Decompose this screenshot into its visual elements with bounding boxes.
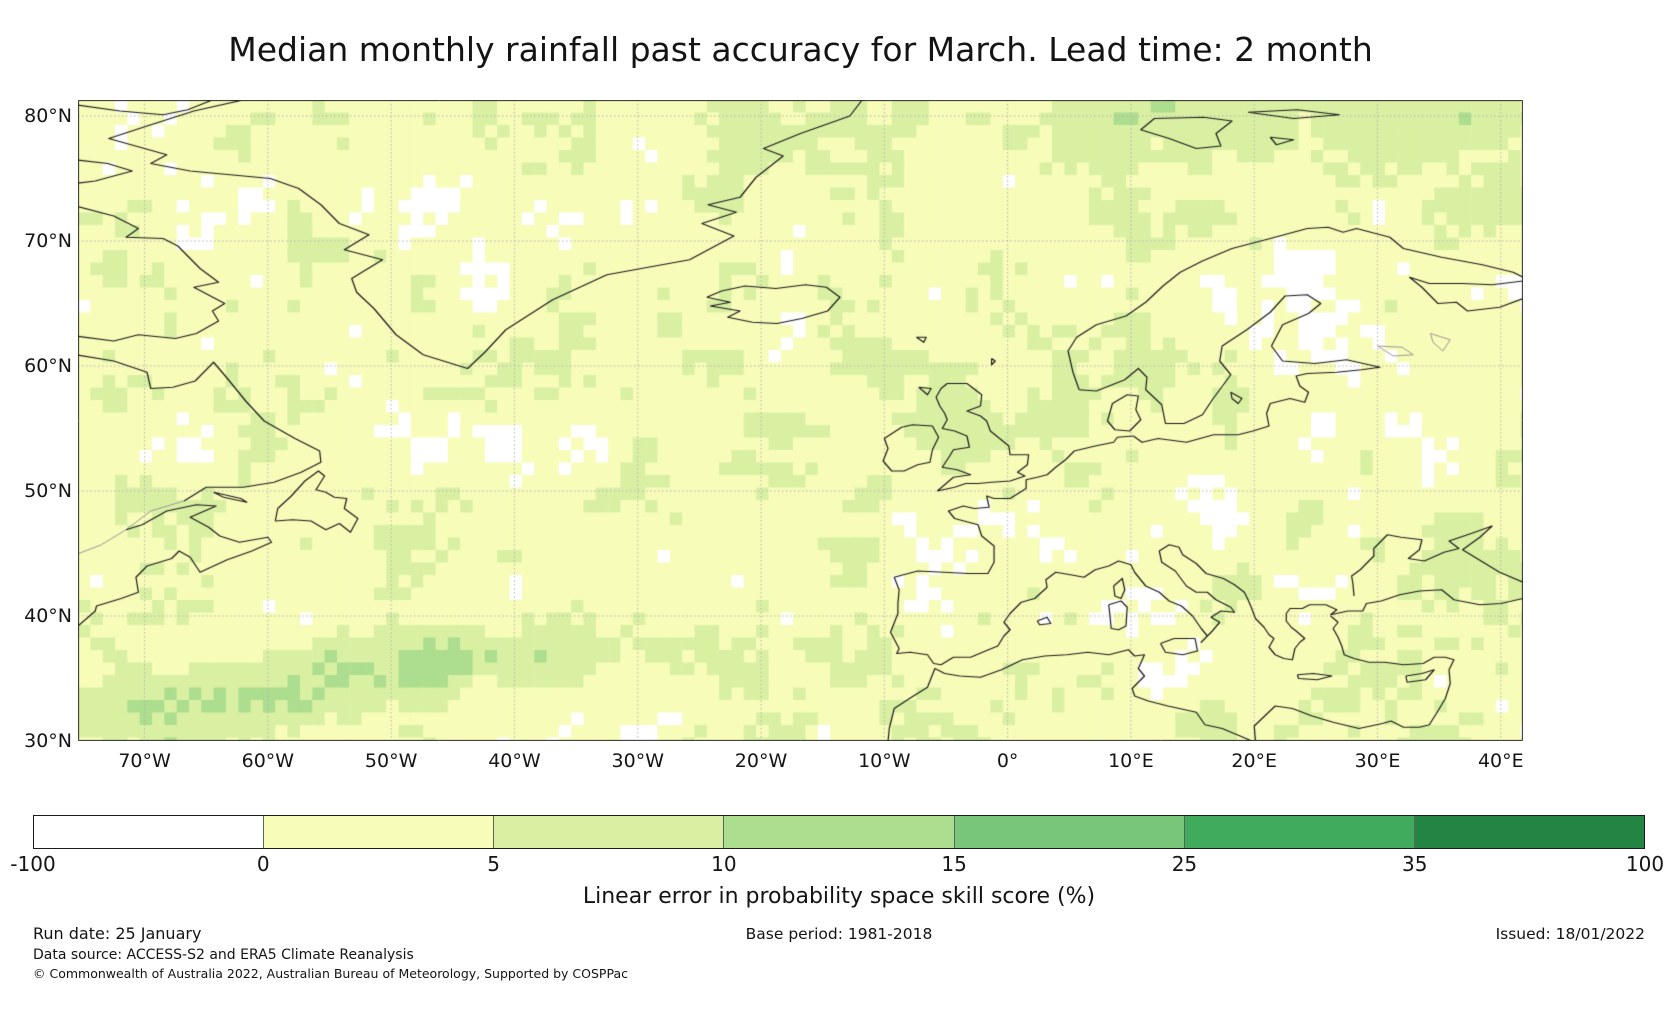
colorbar-tick-label: 5 <box>487 852 500 876</box>
x-tick-label: 10°E <box>1108 750 1154 772</box>
y-tick-label: 60°N <box>24 355 72 377</box>
colorbar-tick-label: 15 <box>941 852 967 876</box>
x-tick-label: 30°W <box>611 750 664 772</box>
colorbar-segment <box>264 816 495 848</box>
run-date-text: Run date: 25 January <box>33 924 202 943</box>
y-tick-label: 50°N <box>24 480 72 502</box>
x-tick-label: 60°W <box>241 750 295 772</box>
data-source-text: Data source: ACCESS-S2 and ERA5 Climate … <box>33 947 414 963</box>
colorbar-tick-label: 0 <box>256 852 270 876</box>
x-tick-label: 40°E <box>1477 750 1524 772</box>
base-period-text: Base period: 1981-2018 <box>745 925 933 943</box>
x-tick-label: 40°W <box>488 750 541 772</box>
x-tick-label: 70°W <box>118 750 171 772</box>
colorbar-tick-label: -100 <box>10 852 56 876</box>
x-tick-label: 10°W <box>858 750 911 772</box>
colorbar-segment <box>494 816 725 848</box>
y-tick-label: 40°N <box>24 605 72 627</box>
colorbar-tick-label: 35 <box>1401 852 1428 876</box>
colorbar-segment <box>954 816 1185 848</box>
x-tick-label: 50°W <box>364 750 418 772</box>
map-canvas <box>78 100 1523 741</box>
colorbar-segment <box>34 816 265 848</box>
x-tick-label: 20°W <box>734 750 788 772</box>
colorbar <box>33 815 1645 849</box>
map-panel <box>78 100 1523 741</box>
x-tick-label: 0° <box>996 750 1019 772</box>
issued-date-text: Issued: 18/01/2022 <box>1495 925 1645 943</box>
colorbar-label: Linear error in probability space skill … <box>582 884 1096 909</box>
page-title: Median monthly rainfall past accuracy fo… <box>228 30 1373 69</box>
x-tick-label: 20°E <box>1231 750 1278 772</box>
y-tick-label: 30°N <box>24 730 72 752</box>
colorbar-tick-label: 100 <box>1625 852 1665 876</box>
copyright-text: © Commonwealth of Australia 2022, Austra… <box>33 966 628 981</box>
colorbar-tick-label: 25 <box>1171 852 1198 876</box>
colorbar-segment <box>724 816 955 848</box>
y-tick-label: 70°N <box>24 230 72 252</box>
colorbar-segment <box>1414 816 1644 848</box>
y-tick-label: 80°N <box>24 105 72 127</box>
x-tick-label: 30°E <box>1354 750 1401 772</box>
colorbar-tick-label: 10 <box>711 852 737 876</box>
colorbar-segment <box>1184 816 1415 848</box>
